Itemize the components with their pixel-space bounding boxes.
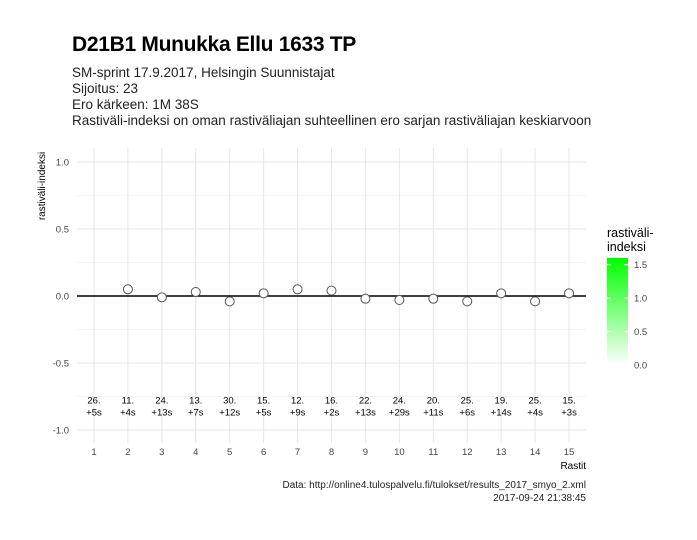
- y-tick-label: -1.0: [53, 426, 69, 437]
- data-point: [530, 296, 541, 307]
- time-diff-label: +11s: [423, 408, 443, 419]
- rank-label: 24.: [155, 396, 168, 407]
- rank-label: 13.: [189, 396, 202, 407]
- time-diff-label: +3s: [561, 408, 577, 419]
- rank-label: 15.: [257, 396, 270, 407]
- data-point: [292, 284, 303, 295]
- x-axis-title: Rastit: [560, 461, 586, 472]
- rank-label: 15.: [562, 396, 575, 407]
- time-diff-label: +13s: [355, 408, 376, 419]
- x-tick-label: 3: [159, 447, 164, 458]
- axes: 1.00.50.0-0.5-1.01 2 3 4 5 6 7 8 9 10 11 12 13 14 15ra…: [37, 152, 586, 472]
- data-point: [122, 284, 133, 295]
- x-tick-label: 2: [125, 447, 130, 458]
- subtitle-description: Rastiväli-indeksi on oman rastiväliajan …: [72, 113, 592, 128]
- y-tick-label: 0.0: [56, 292, 69, 303]
- x-tick-label: 4: [193, 447, 198, 458]
- time-diff-label: +12s: [219, 408, 240, 419]
- x-tick-label: 14: [530, 447, 541, 458]
- rank-label: 16.: [325, 396, 338, 407]
- rank-label: 25.: [528, 396, 541, 407]
- data-source-caption: Data: http://online4.tulospalvelu.fi/tul…: [282, 480, 586, 491]
- data-point: [462, 296, 473, 307]
- legend-tick-label: 1.5: [634, 260, 647, 271]
- legend-colorbar: [607, 258, 628, 365]
- split-annotations: 26.+5s11.+4s24.+13s13.+7s30.+12s15.+5s12…: [86, 396, 577, 419]
- x-tick-label: 13: [496, 447, 507, 458]
- x-tick-label: 10: [394, 447, 405, 458]
- data-points: [122, 284, 575, 307]
- y-tick-label: -0.5: [53, 359, 69, 370]
- time-diff-label: +5s: [86, 408, 102, 419]
- x-tick-label: 6: [261, 447, 266, 458]
- legend-tick-label: 0.5: [634, 327, 647, 338]
- time-diff-label: +4s: [120, 408, 136, 419]
- time-diff-label: +6s: [459, 408, 475, 419]
- time-diff-label: +2s: [324, 408, 340, 419]
- data-point: [428, 293, 439, 304]
- color-legend: rastiväli-indeksi 1.5 1.0 0.5 0.0: [607, 226, 654, 372]
- x-tick-label: 1: [91, 447, 96, 458]
- data-point: [190, 286, 201, 297]
- x-tick-label: 9: [363, 447, 368, 458]
- data-point: [394, 295, 405, 306]
- y-axis-title: rastiväli-indeksi: [37, 152, 48, 220]
- time-diff-label: +9s: [290, 408, 306, 419]
- time-diff-label: +5s: [256, 408, 272, 419]
- time-diff-label: +14s: [491, 408, 512, 419]
- chart-title: D21B1 Munukka Ellu 1633 TP: [72, 33, 356, 56]
- y-tick-label: 0.5: [56, 225, 69, 236]
- rank-label: 11.: [122, 396, 135, 407]
- time-diff-label: +4s: [527, 408, 543, 419]
- x-tick-label: 8: [329, 447, 334, 458]
- y-tick-label: 1.0: [56, 158, 69, 169]
- subtitle-event: SM-sprint 17.9.2017, Helsingin Suunnista…: [72, 65, 335, 80]
- rank-label: 22.: [359, 396, 372, 407]
- timestamp-caption: 2017-09-24 21:38:45: [493, 493, 586, 504]
- x-tick-label: 5: [227, 447, 232, 458]
- subtitle-placement: Sijoitus: 23: [72, 81, 139, 96]
- legend-tick-label: 1.0: [634, 294, 647, 305]
- time-diff-label: +7s: [188, 408, 204, 419]
- rank-label: 25.: [461, 396, 474, 407]
- data-point: [326, 285, 337, 296]
- data-point: [224, 296, 235, 307]
- data-point: [564, 288, 575, 299]
- data-point: [156, 292, 167, 303]
- legend-tick-label: 0.0: [634, 361, 647, 372]
- rank-label: 19.: [495, 396, 508, 407]
- time-diff-label: +29s: [389, 408, 410, 419]
- x-tick-label: 7: [295, 447, 300, 458]
- rank-label: 12.: [291, 396, 304, 407]
- data-point: [360, 293, 371, 304]
- rank-label: 26.: [87, 396, 100, 407]
- x-tick-label: 12: [462, 447, 473, 458]
- x-tick-label: 11: [428, 447, 438, 458]
- legend-title: rastiväli-: [607, 226, 654, 240]
- data-point: [496, 288, 507, 299]
- rank-label: 24.: [393, 396, 406, 407]
- rank-label: 30.: [223, 396, 236, 407]
- legend-title: indeksi: [607, 240, 646, 254]
- rank-label: 20.: [427, 396, 440, 407]
- subtitle-gap: Ero kärkeen: 1M 38S: [72, 97, 199, 112]
- data-point: [258, 288, 269, 299]
- time-diff-label: +13s: [151, 408, 172, 419]
- x-tick-label: 15: [564, 447, 575, 458]
